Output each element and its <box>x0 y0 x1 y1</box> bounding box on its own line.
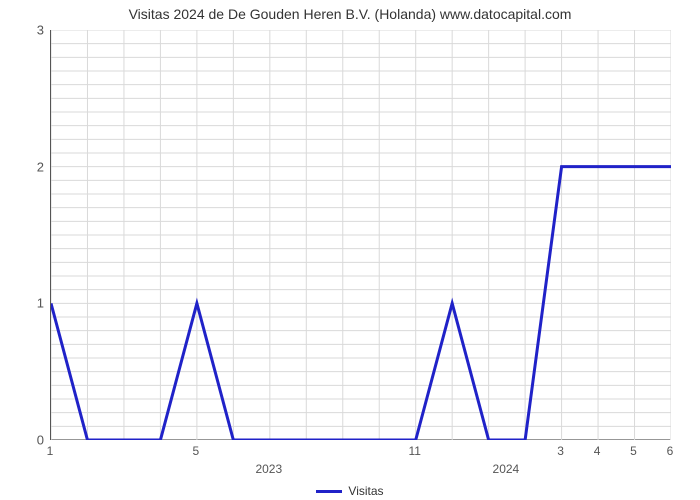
chart-legend: Visitas <box>0 484 700 498</box>
x-tick-label: 11 <box>408 444 420 458</box>
legend-label: Visitas <box>348 484 383 498</box>
x-tick-label: 6 <box>667 444 674 458</box>
plot-svg <box>51 30 671 440</box>
y-tick-label: 0 <box>14 433 44 448</box>
chart-title: Visitas 2024 de De Gouden Heren B.V. (Ho… <box>0 6 700 22</box>
x-secondary-label: 2023 <box>255 462 282 476</box>
y-tick-label: 3 <box>14 23 44 38</box>
x-tick-label: 3 <box>557 444 564 458</box>
y-tick-label: 1 <box>14 296 44 311</box>
x-tick-label: 1 <box>47 444 54 458</box>
x-tick-label: 5 <box>193 444 200 458</box>
x-tick-label: 5 <box>630 444 637 458</box>
x-tick-label: 4 <box>594 444 601 458</box>
visitas-chart: Visitas 2024 de De Gouden Heren B.V. (Ho… <box>0 0 700 500</box>
legend-swatch <box>316 490 342 493</box>
y-tick-label: 2 <box>14 159 44 174</box>
x-secondary-label: 2024 <box>493 462 520 476</box>
plot-area <box>50 30 670 440</box>
